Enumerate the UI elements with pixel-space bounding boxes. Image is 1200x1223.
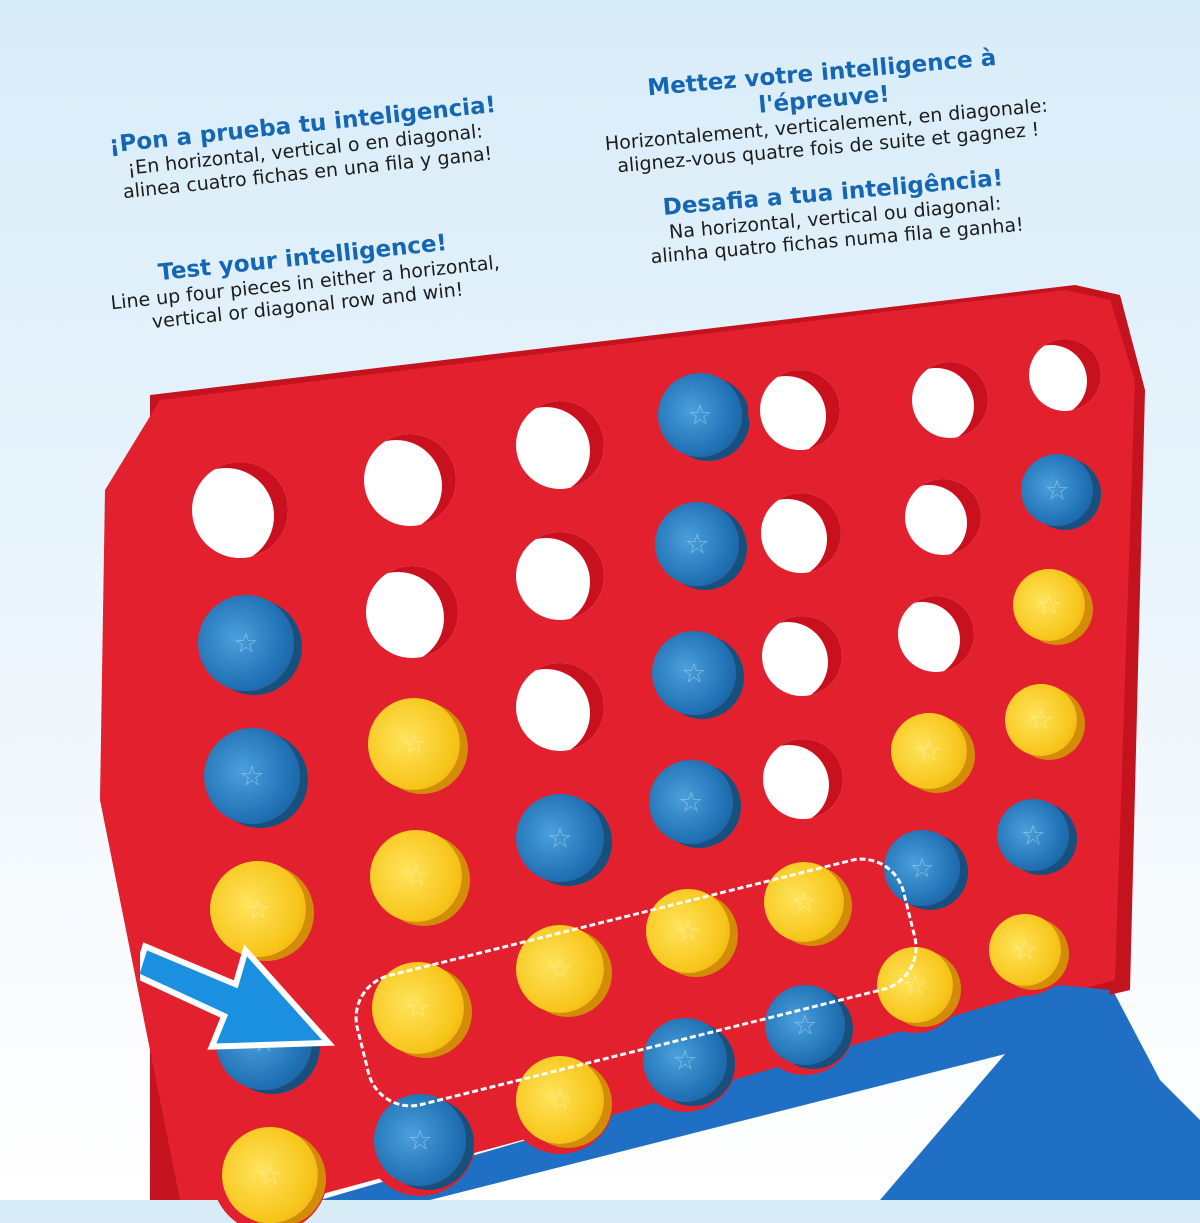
empty-slot <box>364 434 456 526</box>
star-icon: ☆ <box>675 914 701 948</box>
yellow-piece: ☆ <box>891 713 967 789</box>
empty-slot <box>516 532 604 620</box>
blue-piece: ☆ <box>198 595 294 691</box>
star-icon: ☆ <box>401 727 427 761</box>
star-icon: ☆ <box>1036 588 1062 622</box>
blue-piece: ☆ <box>649 760 733 844</box>
empty-slot <box>761 493 841 573</box>
star-icon: ☆ <box>678 785 704 819</box>
star-icon: ☆ <box>257 1158 283 1192</box>
empty-slot <box>912 362 988 438</box>
star-icon: ☆ <box>909 851 935 885</box>
star-icon: ☆ <box>687 398 713 432</box>
blue-piece: ☆ <box>655 502 739 586</box>
yellow-piece: ☆ <box>1005 684 1077 756</box>
star-icon: ☆ <box>1028 703 1054 737</box>
empty-slot <box>762 616 842 696</box>
empty-slot <box>1029 339 1101 411</box>
stand-right <box>880 985 1200 1200</box>
blue-piece: ☆ <box>658 373 742 457</box>
arrow-icon <box>140 942 336 1050</box>
star-icon: ☆ <box>902 968 928 1002</box>
star-icon: ☆ <box>547 821 573 855</box>
empty-slot <box>905 479 981 555</box>
blue-piece: ☆ <box>997 799 1069 871</box>
star-icon: ☆ <box>1044 473 1070 507</box>
blue-piece: ☆ <box>374 1094 466 1186</box>
board-face <box>100 290 1135 1200</box>
blue-piece: ☆ <box>516 794 604 882</box>
yellow-piece: ☆ <box>516 925 604 1013</box>
blue-piece: ☆ <box>652 631 736 715</box>
yellow-piece: ☆ <box>372 962 464 1054</box>
star-icon: ☆ <box>405 991 431 1025</box>
yellow-piece: ☆ <box>516 1056 604 1144</box>
empty-slot <box>516 401 604 489</box>
star-icon: ☆ <box>407 1123 433 1157</box>
star-icon: ☆ <box>403 859 429 893</box>
star-icon: ☆ <box>245 892 271 926</box>
star-icon: ☆ <box>684 527 710 561</box>
blue-piece: ☆ <box>204 728 300 824</box>
star-icon: ☆ <box>547 952 573 986</box>
yellow-piece: ☆ <box>210 861 306 957</box>
blue-piece: ☆ <box>765 985 845 1065</box>
yellow-piece: ☆ <box>764 862 844 942</box>
star-icon: ☆ <box>547 1083 573 1117</box>
stand-base <box>320 985 1110 1200</box>
empty-slot <box>516 663 604 751</box>
yellow-piece: ☆ <box>646 889 730 973</box>
empty-slot <box>760 370 840 450</box>
star-icon: ☆ <box>239 759 265 793</box>
empty-slot <box>898 596 974 672</box>
star-icon: ☆ <box>916 734 942 768</box>
empty-slot <box>366 566 458 658</box>
star-icon: ☆ <box>672 1043 698 1077</box>
yellow-piece: ☆ <box>368 698 460 790</box>
empty-slot <box>763 739 843 819</box>
blue-piece: ☆ <box>884 830 960 906</box>
yellow-piece: ☆ <box>877 947 953 1023</box>
yellow-piece: ☆ <box>1013 569 1085 641</box>
star-icon: ☆ <box>791 885 817 919</box>
yellow-piece: ☆ <box>370 830 462 922</box>
star-icon: ☆ <box>792 1008 818 1042</box>
star-icon: ☆ <box>233 626 259 660</box>
star-icon: ☆ <box>1012 933 1038 967</box>
yellow-piece: ☆ <box>989 914 1061 986</box>
yellow-piece: ☆ <box>222 1127 318 1223</box>
star-icon: ☆ <box>1020 818 1046 852</box>
blue-piece: ☆ <box>643 1018 727 1102</box>
empty-slot <box>192 462 288 558</box>
blue-piece: ☆ <box>1021 454 1093 526</box>
star-icon: ☆ <box>681 656 707 690</box>
